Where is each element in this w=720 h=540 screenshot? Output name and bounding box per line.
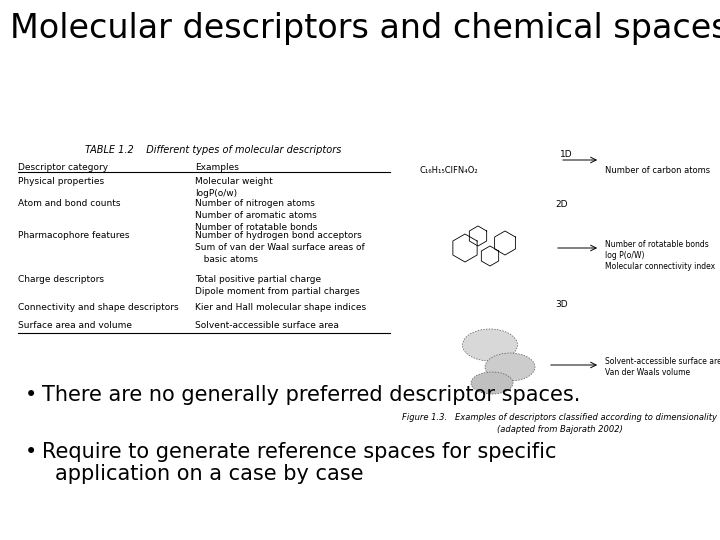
Text: TABLE 1.2    Different types of molecular descriptors: TABLE 1.2 Different types of molecular d… [85, 145, 341, 155]
Ellipse shape [485, 353, 535, 381]
Text: Physical properties: Physical properties [18, 177, 104, 186]
Text: Solvent-accessible surface area: Solvent-accessible surface area [195, 321, 339, 330]
Text: Require to generate reference spaces for specific: Require to generate reference spaces for… [42, 442, 557, 462]
Text: Number of nitrogen atoms
Number of aromatic atoms
Number of rotatable bonds: Number of nitrogen atoms Number of aroma… [195, 199, 318, 232]
Text: C₁₆H₁₅ClFN₄O₂: C₁₆H₁₅ClFN₄O₂ [420, 166, 479, 175]
Text: Number of rotatable bonds
log P(o/W)
Molecular connectivity index: Number of rotatable bonds log P(o/W) Mol… [605, 240, 715, 271]
Text: Pharmacophore features: Pharmacophore features [18, 231, 130, 240]
Text: Molecular descriptors and chemical spaces: Molecular descriptors and chemical space… [10, 12, 720, 45]
Text: Number of carbon atoms: Number of carbon atoms [605, 166, 710, 175]
Text: Surface area and volume: Surface area and volume [18, 321, 132, 330]
Text: Kier and Hall molecular shape indices: Kier and Hall molecular shape indices [195, 303, 366, 312]
Text: Figure 1.3.   Examples of descriptors classified according to dimensionality
(ad: Figure 1.3. Examples of descriptors clas… [402, 413, 718, 434]
Text: 2D: 2D [555, 200, 567, 209]
Ellipse shape [471, 372, 513, 394]
Text: 1D: 1D [560, 150, 572, 159]
Text: 3D: 3D [555, 300, 567, 309]
Text: There are no generally preferred descriptor spaces.: There are no generally preferred descrip… [42, 385, 580, 405]
Text: •: • [25, 385, 37, 405]
Text: Molecular weight
logP(o/w): Molecular weight logP(o/w) [195, 177, 273, 198]
Text: •: • [25, 442, 37, 462]
Text: Charge descriptors: Charge descriptors [18, 275, 104, 284]
Text: Descriptor category: Descriptor category [18, 163, 108, 172]
Text: application on a case by case: application on a case by case [55, 464, 364, 484]
Text: Number of hydrogen bond acceptors
Sum of van der Waal surface areas of
   basic : Number of hydrogen bond acceptors Sum of… [195, 231, 365, 264]
Ellipse shape [462, 329, 518, 361]
Text: Solvent-accessible surface area
Van der Waals volume: Solvent-accessible surface area Van der … [605, 357, 720, 377]
Text: Examples: Examples [195, 163, 239, 172]
Text: Connectivity and shape descriptors: Connectivity and shape descriptors [18, 303, 179, 312]
Text: Atom and bond counts: Atom and bond counts [18, 199, 120, 208]
Text: Total positive partial charge
Dipole moment from partial charges: Total positive partial charge Dipole mom… [195, 275, 360, 296]
